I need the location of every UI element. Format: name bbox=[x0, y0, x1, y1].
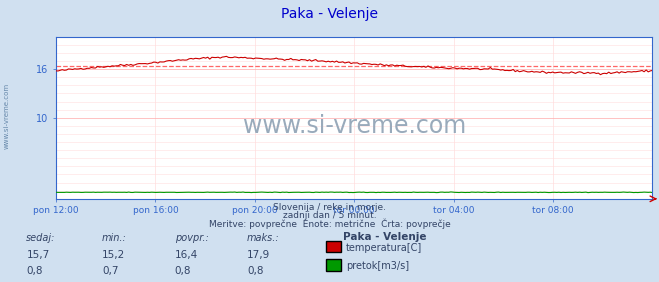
Text: Paka - Velenje: Paka - Velenje bbox=[343, 232, 426, 242]
Text: Meritve: povprečne  Enote: metrične  Črta: povprečje: Meritve: povprečne Enote: metrične Črta:… bbox=[209, 219, 450, 229]
Text: www.si-vreme.com: www.si-vreme.com bbox=[3, 83, 10, 149]
Text: maks.:: maks.: bbox=[247, 233, 280, 243]
Text: 15,2: 15,2 bbox=[102, 250, 125, 259]
Text: 17,9: 17,9 bbox=[247, 250, 270, 259]
Text: 15,7: 15,7 bbox=[26, 250, 49, 259]
Text: 0,7: 0,7 bbox=[102, 266, 119, 276]
Text: min.:: min.: bbox=[102, 233, 127, 243]
Text: 0,8: 0,8 bbox=[247, 266, 264, 276]
Text: povpr.:: povpr.: bbox=[175, 233, 208, 243]
Text: 0,8: 0,8 bbox=[175, 266, 191, 276]
Text: zadnji dan / 5 minut.: zadnji dan / 5 minut. bbox=[283, 211, 376, 220]
Text: www.si-vreme.com: www.si-vreme.com bbox=[243, 114, 466, 138]
Text: Slovenija / reke in morje.: Slovenija / reke in morje. bbox=[273, 203, 386, 212]
Text: Paka - Velenje: Paka - Velenje bbox=[281, 7, 378, 21]
Text: temperatura[C]: temperatura[C] bbox=[346, 243, 422, 253]
Text: sedaj:: sedaj: bbox=[26, 233, 56, 243]
Text: pretok[m3/s]: pretok[m3/s] bbox=[346, 261, 409, 271]
Text: 16,4: 16,4 bbox=[175, 250, 198, 259]
Text: 0,8: 0,8 bbox=[26, 266, 43, 276]
